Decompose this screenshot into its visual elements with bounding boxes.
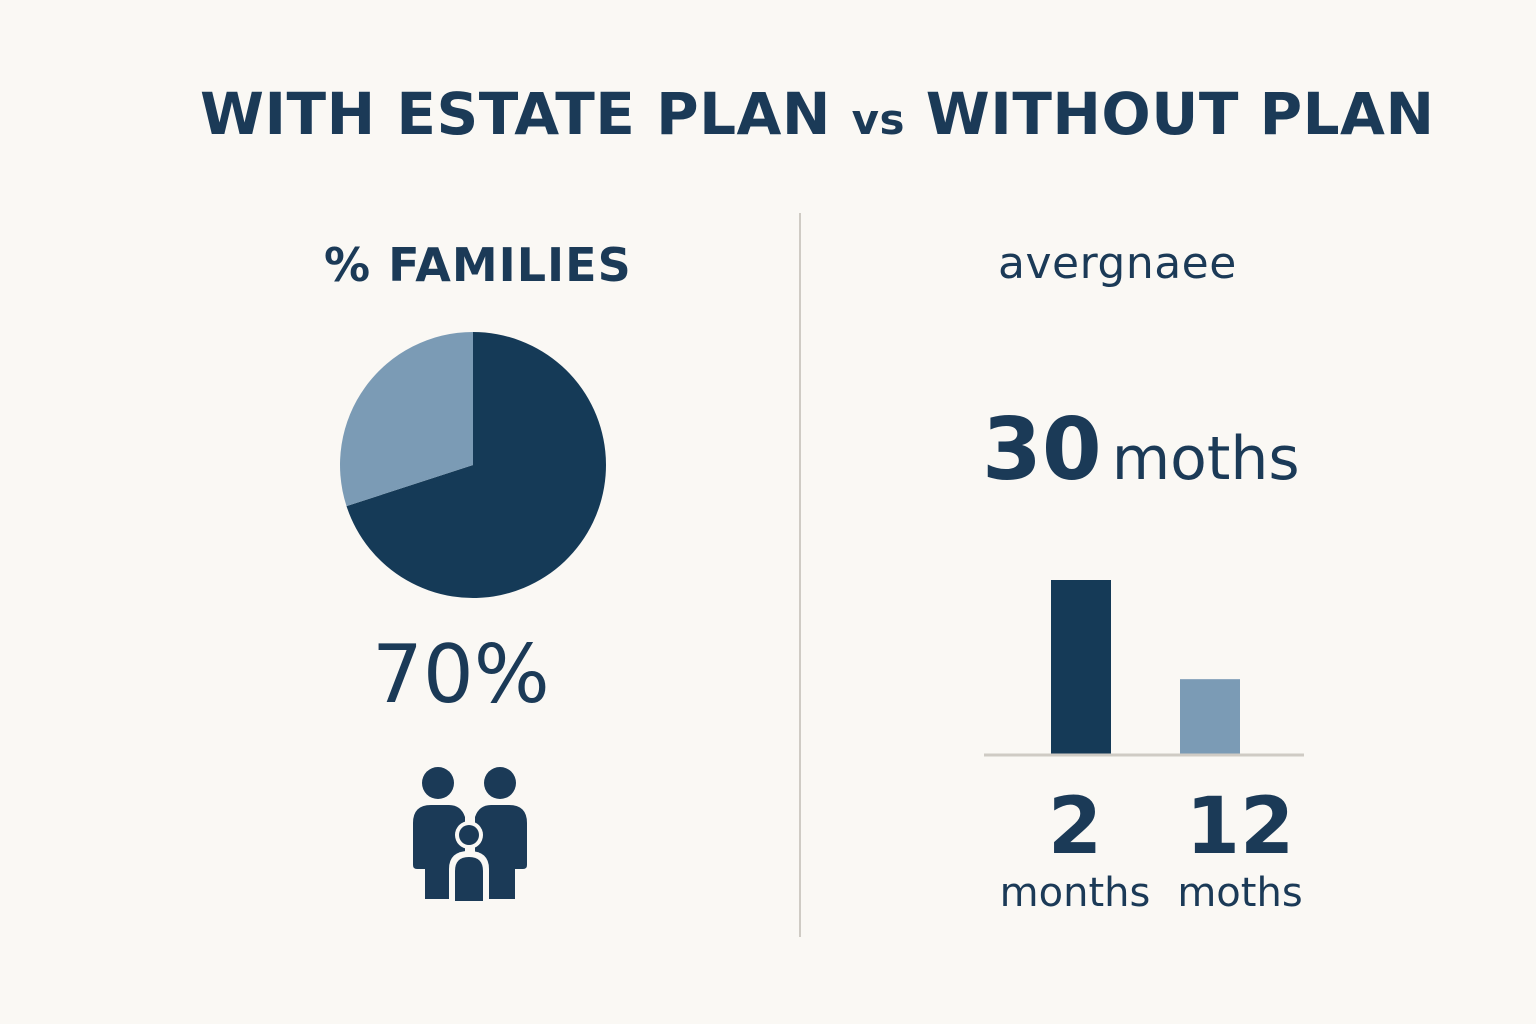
bar-0 — [1051, 580, 1111, 755]
bar-label: 2 months — [990, 784, 1160, 916]
bar-label-number: 2 — [1047, 782, 1103, 872]
bar-label-unit: moths — [1177, 870, 1303, 916]
title-left: WITH ESTATE PLAN — [200, 80, 831, 148]
title-vs: vs — [851, 95, 906, 144]
pie-slice-0 — [346, 332, 606, 598]
center-divider — [799, 213, 801, 937]
bar-chart-title: avergnaee — [998, 238, 1237, 289]
bar-label: 12 moths — [1160, 784, 1320, 916]
page-title: WITH ESTATE PLAN vs WITHOUT PLAN — [200, 80, 1460, 148]
average-unit: moths — [1111, 424, 1300, 494]
average-number: 30 — [982, 400, 1102, 500]
average-headline: 30 moths — [982, 400, 1300, 500]
bar-chart — [984, 580, 1304, 757]
pie-slice-1 — [340, 332, 473, 507]
pie-chart-title: % FAMILIES — [324, 238, 632, 292]
title-right: WITHOUT PLAN — [925, 80, 1435, 148]
pie-chart — [340, 332, 606, 598]
pie-value-label: 70% — [372, 628, 550, 721]
bar-label-unit: months — [999, 870, 1151, 916]
bar-1 — [1180, 679, 1240, 755]
bar-label-number: 12 — [1185, 782, 1295, 872]
family-icon — [413, 767, 527, 901]
